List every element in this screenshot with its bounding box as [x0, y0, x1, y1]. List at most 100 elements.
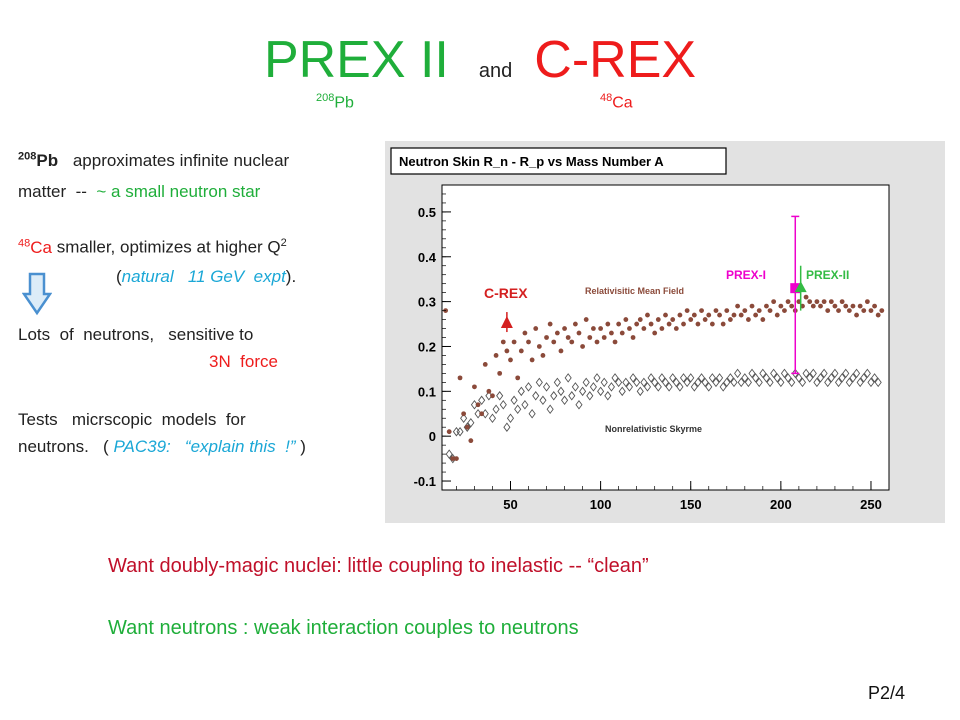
skyrme-point [503, 422, 511, 432]
rmf-point [446, 429, 452, 435]
rmf-point [861, 308, 867, 313]
skyrme-point [867, 377, 875, 388]
rmf-point [706, 312, 712, 318]
skyrme-point [463, 422, 471, 432]
rmf-point [518, 348, 524, 354]
skyrme-point [834, 377, 843, 388]
skyrme-point [744, 377, 752, 388]
rmf-point [536, 344, 542, 349]
rmf-point [818, 303, 823, 309]
rmf-point [616, 321, 622, 327]
text-line-8-italic: PAC39: “explain this !” [113, 437, 296, 456]
skyrme-point [651, 377, 659, 388]
rmf-point [500, 339, 506, 345]
skyrme-point [676, 382, 684, 392]
rmf-point [753, 312, 759, 318]
rmf-point [731, 312, 737, 318]
rmf-point [609, 330, 614, 336]
down-arrow-icon [22, 272, 52, 316]
rmf-point [810, 303, 816, 309]
rmf-point [771, 299, 777, 305]
rmf-point [490, 393, 495, 399]
rmf-point [558, 348, 564, 354]
skyrme-point [697, 373, 706, 383]
text-line-4-close: ). [285, 267, 297, 286]
skyrme-point [798, 377, 807, 388]
rmf-point [594, 339, 600, 345]
rmf-point [691, 312, 697, 318]
rmf-point [569, 339, 575, 345]
skyrme-point [755, 377, 763, 388]
skyrme-point [575, 400, 583, 410]
measurements [500, 215, 807, 375]
rmf-point [641, 326, 647, 331]
skyrme-point [492, 404, 500, 415]
skyrme-point [741, 373, 749, 383]
skyrme-point [766, 377, 774, 388]
rmf-point [872, 303, 877, 309]
text-line-3: 48Ca smaller, optimizes at higher Q2 [18, 237, 287, 258]
x-tick-label: 100 [590, 497, 612, 512]
rmf-point [630, 335, 636, 340]
rmf-point [645, 312, 650, 318]
rmf-point [774, 312, 780, 318]
skyrme-point [762, 373, 770, 383]
title-crex: C-REX [534, 31, 697, 89]
neutron-skin-chart: Neutron Skin R_n - R_p vs Mass Number A … [385, 141, 945, 523]
text-line-1: 208Pb approximates infinite nuclear [18, 150, 289, 171]
skyrme-point [816, 373, 825, 383]
rmf-point [864, 299, 870, 305]
skyrme-point [496, 391, 504, 401]
skyrme-point [838, 373, 846, 383]
skyrme-point [506, 413, 515, 423]
rmf-point [457, 375, 463, 381]
page-number: P2/4 [868, 683, 906, 703]
skyrme-point [557, 386, 565, 397]
rmf-point [854, 312, 859, 318]
rmf-point [836, 308, 841, 313]
rmf-point [648, 321, 654, 327]
rmf-point [598, 326, 604, 331]
skyrme-point [654, 382, 662, 392]
skyrme-point [665, 382, 673, 392]
ca-symbol: Ca [30, 237, 52, 257]
prex2-label: PREX-II [806, 268, 849, 282]
rmf-point [843, 303, 849, 309]
skyrme-series [445, 368, 882, 464]
skyrme-point [770, 368, 778, 379]
rmf-point [450, 456, 456, 462]
ca-mass: 48 [18, 237, 31, 249]
skyrme-point [604, 391, 612, 401]
rmf-point [637, 317, 643, 322]
skyrme-point [795, 373, 803, 383]
rmf-point [868, 308, 874, 313]
q-squared-exponent: 2 [280, 237, 287, 249]
y-tick-label: -0.1 [414, 474, 436, 489]
y-tick-label: 0.5 [418, 205, 436, 220]
skyrme-point [539, 395, 547, 406]
rmf-point [684, 308, 690, 313]
rmf-point [857, 303, 863, 309]
rmf-point [504, 348, 510, 354]
prex2-marker [794, 281, 807, 293]
rmf-point [782, 308, 787, 313]
y-tick-label: 0.4 [418, 250, 437, 265]
bottom-line-1: Want doubly-magic nuclei: little couplin… [108, 555, 649, 577]
skyrme-point [467, 417, 475, 428]
rmf-point [825, 308, 831, 313]
skyrme-point [752, 373, 760, 383]
skyrme-point [597, 386, 605, 397]
skyrme-point [460, 413, 468, 423]
rmf-point [547, 321, 553, 327]
skyrme-point [445, 449, 453, 459]
rmf-point [486, 388, 492, 394]
subtitle-ca-symbol: Ca [612, 94, 633, 112]
skyrme-point [726, 373, 734, 383]
rmf-point [803, 294, 809, 300]
x-tick-label: 50 [503, 497, 517, 512]
skyrme-point [716, 373, 724, 383]
skyrme-point [791, 368, 799, 379]
skyrme-point [625, 382, 634, 392]
rmf-point [839, 299, 845, 305]
title-and: and [478, 60, 513, 82]
